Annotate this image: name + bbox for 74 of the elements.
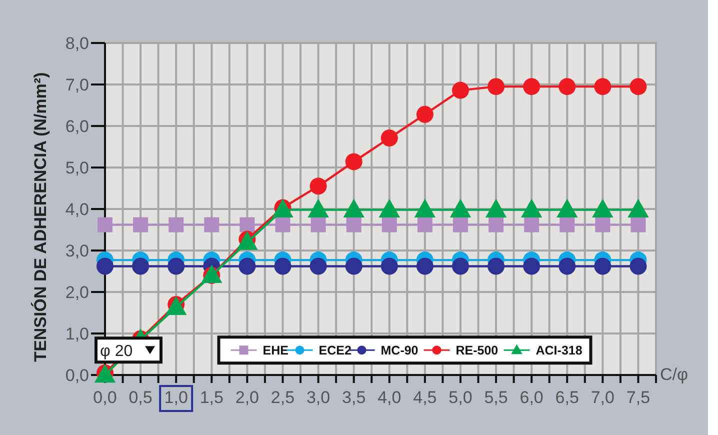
x-tick-label: 5,0 bbox=[448, 388, 472, 407]
x-tick-label: 7,5 bbox=[626, 388, 650, 407]
x-tick-label: 1,0 bbox=[164, 388, 188, 407]
legend-label: EHE bbox=[262, 344, 288, 358]
point bbox=[488, 217, 504, 232]
point bbox=[488, 258, 505, 275]
point bbox=[452, 82, 469, 99]
y-tick-label: 3,0 bbox=[65, 242, 89, 260]
point bbox=[132, 258, 150, 275]
point bbox=[240, 217, 255, 232]
point bbox=[558, 78, 576, 96]
point bbox=[523, 258, 540, 275]
point bbox=[630, 217, 646, 232]
y-tick-label: 6,0 bbox=[65, 117, 89, 136]
point bbox=[382, 217, 397, 232]
x-tick-label: 3,0 bbox=[306, 388, 330, 407]
point bbox=[630, 258, 647, 275]
point bbox=[310, 217, 326, 232]
point bbox=[560, 217, 575, 232]
x-tick-label: 2,0 bbox=[235, 388, 260, 407]
legend-label: ACI-318 bbox=[536, 344, 582, 358]
point bbox=[345, 153, 362, 170]
y-axis-title: TENSIÓN DE ADHERENCIA (N/mm²) bbox=[30, 72, 50, 362]
point bbox=[275, 217, 290, 232]
point bbox=[98, 217, 112, 232]
legend-label: MC-90 bbox=[380, 344, 418, 358]
x-tick-label: 0,5 bbox=[128, 388, 152, 407]
point bbox=[416, 258, 434, 275]
point bbox=[630, 78, 647, 96]
point bbox=[274, 258, 292, 275]
point bbox=[452, 217, 468, 232]
x-tick-label: 0,0 bbox=[93, 388, 117, 407]
point bbox=[523, 78, 540, 96]
y-tick-label: 5,0 bbox=[65, 158, 89, 178]
x-tick-label: 6,5 bbox=[555, 388, 579, 407]
point bbox=[310, 258, 327, 275]
annotation: φ 20 bbox=[100, 343, 133, 360]
x-tick-label: 6,0 bbox=[520, 388, 544, 407]
point bbox=[133, 217, 148, 232]
point bbox=[452, 258, 469, 275]
point bbox=[594, 78, 612, 96]
x-tick-label: 5,5 bbox=[484, 388, 508, 407]
point bbox=[168, 217, 184, 232]
y-tick-label: 7,0 bbox=[65, 76, 89, 94]
y-tick-label: 0,0 bbox=[65, 366, 89, 385]
x-tick-label: 4,5 bbox=[413, 388, 437, 407]
y-tick-label: 1,0 bbox=[65, 324, 89, 344]
legend-label: ECE2 bbox=[318, 344, 352, 358]
x-tick-label: 4,0 bbox=[378, 388, 402, 407]
point bbox=[346, 217, 362, 232]
point bbox=[204, 217, 220, 232]
point bbox=[416, 106, 434, 123]
point bbox=[238, 258, 256, 275]
x-tick-label: 7,0 bbox=[590, 388, 614, 407]
point bbox=[380, 258, 398, 275]
x-axis-title: C/φ bbox=[660, 365, 688, 384]
x-tick-label: 3,5 bbox=[342, 388, 366, 407]
point bbox=[380, 130, 398, 147]
point bbox=[488, 78, 505, 96]
x-tick-label: 1,5 bbox=[200, 388, 224, 407]
point bbox=[594, 258, 612, 275]
y-tick-label: 8,0 bbox=[65, 34, 89, 53]
point bbox=[310, 178, 327, 195]
point bbox=[524, 217, 540, 232]
point bbox=[558, 258, 576, 275]
y-tick-label: 4,0 bbox=[65, 200, 89, 219]
point bbox=[168, 258, 185, 275]
point bbox=[595, 217, 610, 232]
point bbox=[417, 217, 432, 232]
x-tick-label: 2,5 bbox=[270, 388, 295, 407]
point bbox=[345, 258, 362, 275]
point bbox=[96, 258, 114, 275]
y-tick-label: 2,0 bbox=[65, 283, 89, 302]
legend-label: RE-500 bbox=[456, 344, 498, 358]
